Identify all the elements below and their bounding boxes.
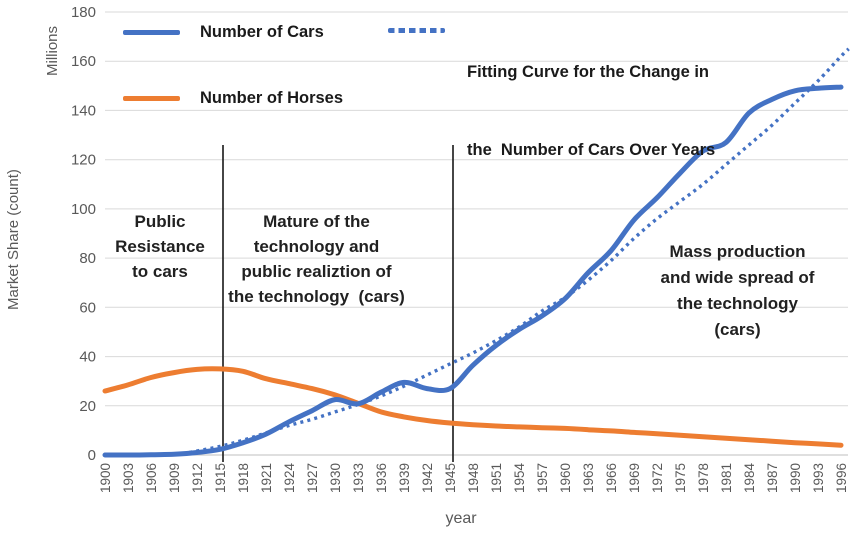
svg-text:1972: 1972 bbox=[650, 463, 665, 493]
annotation-line: to cars bbox=[132, 262, 188, 281]
annotation-line: Public bbox=[134, 212, 186, 231]
legend-item-cars: Number of Cars bbox=[123, 22, 324, 43]
svg-text:1921: 1921 bbox=[259, 463, 274, 493]
svg-text:1978: 1978 bbox=[696, 463, 711, 493]
svg-text:1936: 1936 bbox=[374, 463, 389, 493]
svg-text:1927: 1927 bbox=[305, 463, 320, 493]
svg-text:1906: 1906 bbox=[144, 463, 159, 493]
svg-text:1912: 1912 bbox=[190, 463, 205, 493]
svg-text:1996: 1996 bbox=[834, 463, 849, 493]
svg-text:40: 40 bbox=[79, 349, 96, 366]
legend-label-cars: Number of Cars bbox=[200, 23, 324, 41]
legend-item-horses: Number of Horses bbox=[123, 88, 343, 109]
svg-text:20: 20 bbox=[79, 398, 96, 415]
svg-text:1939: 1939 bbox=[397, 463, 412, 493]
svg-text:1942: 1942 bbox=[420, 463, 435, 493]
svg-text:140: 140 bbox=[71, 102, 96, 119]
annotation-line: and wide spread of bbox=[660, 268, 815, 287]
svg-text:1909: 1909 bbox=[167, 463, 182, 493]
svg-text:100: 100 bbox=[71, 201, 96, 218]
annotation-line: the technology (cars) bbox=[228, 287, 405, 306]
svg-text:1987: 1987 bbox=[765, 463, 780, 493]
svg-text:1900: 1900 bbox=[98, 463, 113, 493]
legend-item-fitting-curve: Fitting Curve for the Change in the Numb… bbox=[388, 7, 715, 215]
legend-label-fitting-curve: Fitting Curve for the Change in the Numb… bbox=[467, 7, 715, 215]
svg-text:1963: 1963 bbox=[581, 463, 596, 493]
svg-text:60: 60 bbox=[79, 299, 96, 316]
svg-text:1984: 1984 bbox=[742, 463, 757, 494]
svg-text:1951: 1951 bbox=[489, 463, 504, 493]
svg-text:1945: 1945 bbox=[443, 463, 458, 493]
y-axis-unit-label: Millions bbox=[44, 25, 61, 76]
annotation-mass-production: Mass production and wide spread of the t… bbox=[617, 239, 850, 343]
annotation-line: (cars) bbox=[714, 320, 761, 339]
annotation-line: public realiztion of bbox=[241, 262, 392, 281]
legend-label-fitting-line1: Fitting Curve for the Change in bbox=[467, 63, 709, 81]
fitting-curve-swatch bbox=[388, 28, 445, 33]
svg-text:1915: 1915 bbox=[213, 463, 228, 493]
svg-text:1903: 1903 bbox=[121, 463, 136, 493]
svg-text:1930: 1930 bbox=[328, 463, 343, 493]
annotation-line: technology and bbox=[253, 237, 380, 256]
svg-text:1948: 1948 bbox=[466, 463, 481, 493]
annotation-line: Resistance bbox=[115, 237, 205, 256]
svg-text:1975: 1975 bbox=[673, 463, 688, 493]
y-axis-title: Market Share (count) bbox=[5, 169, 22, 310]
svg-text:1993: 1993 bbox=[811, 463, 826, 493]
annotation-technology-maturity: Mature of the technology and public real… bbox=[206, 209, 427, 309]
annotation-line: Mass production bbox=[669, 242, 806, 261]
svg-text:1954: 1954 bbox=[512, 463, 527, 494]
legend-label-horses: Number of Horses bbox=[200, 89, 344, 107]
x-axis-title: year bbox=[445, 510, 477, 527]
svg-text:1981: 1981 bbox=[719, 463, 734, 493]
annotation-public-resistance: Public Resistance to cars bbox=[102, 209, 218, 284]
svg-text:1957: 1957 bbox=[535, 463, 550, 493]
svg-text:80: 80 bbox=[79, 250, 96, 267]
svg-text:1960: 1960 bbox=[558, 463, 573, 493]
svg-text:1933: 1933 bbox=[351, 463, 366, 493]
horses-line-swatch bbox=[123, 96, 180, 101]
cars-line-swatch bbox=[123, 30, 180, 35]
annotation-line: Mature of the bbox=[263, 212, 370, 231]
annotation-line: the technology bbox=[677, 294, 798, 313]
svg-text:160: 160 bbox=[71, 53, 96, 70]
svg-text:180: 180 bbox=[71, 4, 96, 21]
svg-text:1918: 1918 bbox=[236, 463, 251, 493]
legend-label-fitting-line2: the Number of Cars Over Years bbox=[467, 141, 716, 159]
svg-text:120: 120 bbox=[71, 152, 96, 169]
svg-text:0: 0 bbox=[88, 447, 96, 464]
svg-text:1990: 1990 bbox=[788, 463, 803, 493]
svg-text:1966: 1966 bbox=[604, 463, 619, 493]
svg-text:1969: 1969 bbox=[627, 463, 642, 493]
svg-text:1924: 1924 bbox=[282, 463, 297, 494]
